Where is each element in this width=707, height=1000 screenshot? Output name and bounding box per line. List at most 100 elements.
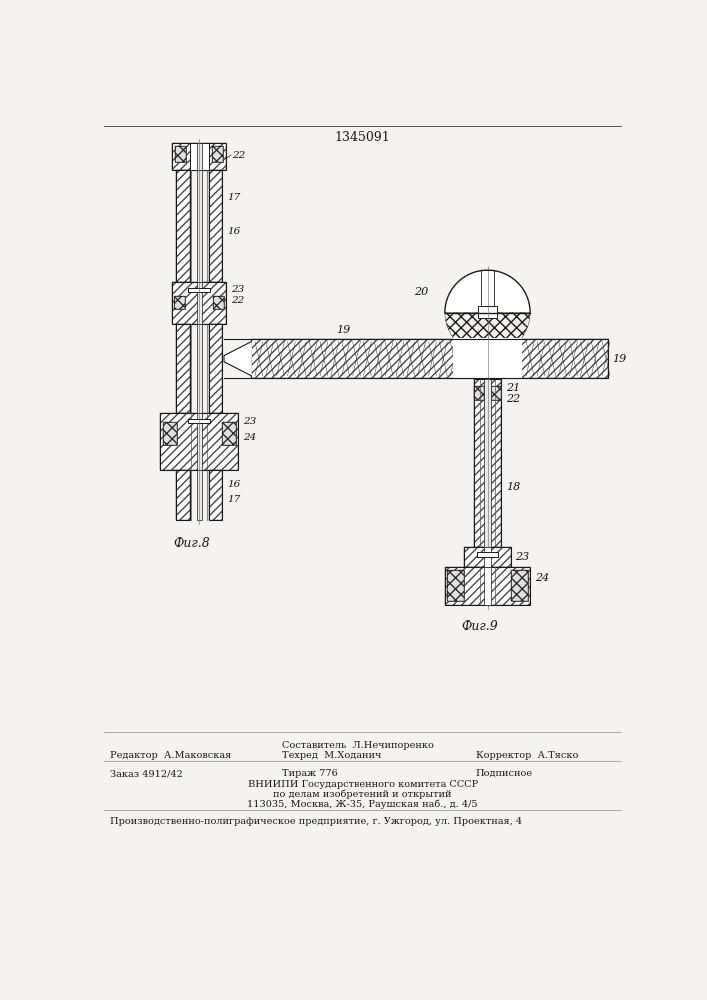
Bar (464, 547, 510, 567)
Text: Техред  М.Ходанич: Техред М.Ходанич (282, 751, 382, 760)
Polygon shape (445, 270, 530, 312)
Text: 19: 19 (612, 354, 626, 364)
Bar (209, 470, 223, 520)
Text: 22: 22 (233, 151, 246, 160)
Text: 22: 22 (231, 296, 244, 305)
Text: 17: 17 (227, 495, 240, 504)
Bar (176, 170, 190, 282)
Bar (213, 296, 224, 309)
Bar (209, 324, 223, 413)
Text: Фиг.8: Фиг.8 (173, 537, 210, 550)
Bar (484, 567, 491, 605)
Bar (160, 413, 238, 470)
Text: Составитель  Л.Нечипоренко: Составитель Л.Нечипоренко (282, 741, 434, 750)
Polygon shape (224, 342, 251, 376)
Bar (197, 324, 201, 413)
Bar (197, 143, 201, 170)
Text: 23: 23 (515, 552, 530, 562)
Bar (474, 379, 486, 547)
Bar (445, 567, 530, 605)
Text: Корректор  А.Тяско: Корректор А.Тяско (476, 751, 578, 760)
Text: ВНИИПИ Государственного комитета СССР: ВНИИПИ Государственного комитета СССР (247, 780, 478, 789)
Bar (212, 146, 223, 162)
Bar (163, 422, 177, 445)
Bar (212, 146, 223, 162)
Bar (160, 413, 238, 470)
Bar (478, 306, 497, 318)
Bar (197, 170, 201, 282)
Text: Подписное: Подписное (476, 769, 533, 778)
Bar (172, 282, 226, 324)
Bar (172, 282, 226, 324)
Bar (510, 570, 528, 601)
Text: 24: 24 (534, 573, 549, 583)
Text: 17: 17 (227, 192, 240, 202)
Bar (175, 146, 186, 162)
Bar (484, 379, 491, 547)
Bar (448, 570, 464, 601)
Bar (489, 379, 501, 547)
Bar (222, 422, 235, 445)
Bar (176, 170, 190, 282)
Bar (176, 470, 190, 520)
Bar (209, 170, 223, 282)
Text: 16: 16 (227, 480, 240, 489)
Text: по делам изобретений и открытий: по делам изобретений и открытий (274, 790, 452, 799)
Bar (197, 413, 201, 470)
Bar (176, 324, 190, 413)
Text: Заказ 4912/42: Заказ 4912/42 (110, 769, 183, 778)
Bar (222, 422, 235, 445)
Text: 23: 23 (243, 417, 256, 426)
Text: 21: 21 (506, 383, 520, 393)
Bar (505, 339, 520, 378)
Bar (455, 339, 470, 378)
Text: 16: 16 (227, 227, 240, 236)
Bar (175, 296, 185, 309)
Bar (163, 422, 177, 445)
Bar (190, 143, 209, 170)
Bar (445, 567, 530, 605)
Text: 23: 23 (231, 285, 244, 294)
Text: Производственно-полиграфическое предприятие, г. Ужгород, ул. Проектная, 4: Производственно-полиграфическое предприя… (110, 817, 522, 826)
Bar (452, 338, 522, 379)
Bar (464, 547, 510, 567)
Bar (489, 379, 501, 547)
Bar (188, 288, 210, 292)
Bar (188, 419, 210, 423)
Bar (491, 386, 501, 400)
Text: 22: 22 (506, 394, 520, 404)
Bar (197, 282, 201, 324)
Text: 19: 19 (337, 325, 351, 335)
Bar (474, 379, 486, 547)
Bar (209, 170, 223, 282)
Bar (197, 470, 201, 520)
Bar (175, 146, 186, 162)
Text: Тираж 776: Тираж 776 (282, 769, 338, 778)
Bar (209, 470, 223, 520)
Bar (448, 570, 464, 601)
Bar (477, 552, 498, 557)
Text: 24: 24 (243, 433, 256, 442)
Text: 1345091: 1345091 (335, 131, 390, 144)
Bar (474, 386, 484, 400)
Bar (251, 339, 607, 378)
Bar (481, 270, 493, 312)
Bar (176, 324, 190, 413)
Bar (484, 547, 491, 567)
Bar (209, 324, 223, 413)
Text: 18: 18 (506, 482, 520, 492)
Bar (213, 296, 224, 309)
Bar (251, 339, 607, 378)
Bar (172, 143, 226, 170)
Text: 113035, Москва, Ж-35, Раушская наб., д. 4/5: 113035, Москва, Ж-35, Раушская наб., д. … (247, 800, 478, 809)
Bar (474, 386, 484, 400)
Text: Фиг.9: Фиг.9 (462, 620, 498, 634)
Text: 20: 20 (414, 287, 428, 297)
Bar (505, 339, 520, 378)
Bar (176, 470, 190, 520)
Bar (491, 386, 501, 400)
Text: Редактор  А.Маковская: Редактор А.Маковская (110, 751, 231, 760)
Bar (455, 339, 470, 378)
Bar (172, 143, 226, 170)
Bar (175, 296, 185, 309)
